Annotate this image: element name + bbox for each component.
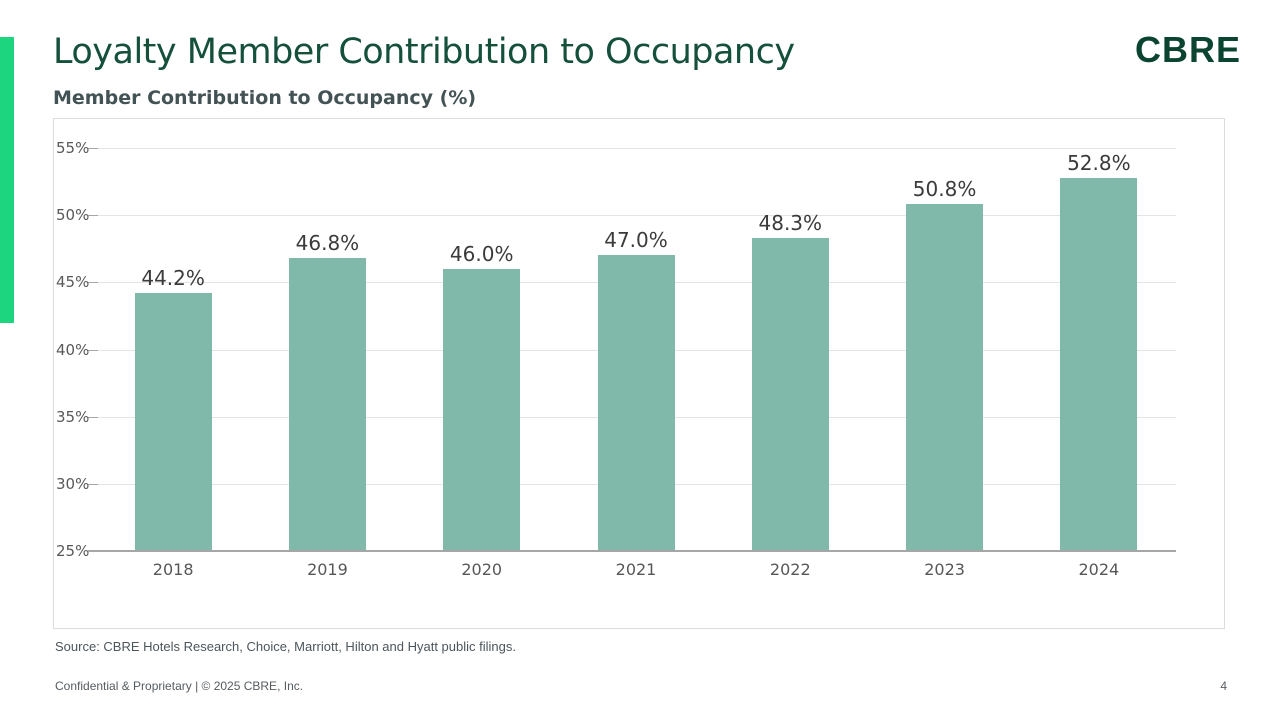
chart-panel: 25% 30% 35% 40% 45% 50% 55% 44.2% 2018 46.8% 2019 4… (53, 118, 1225, 629)
bar-value-label-2018: 44.2% (141, 266, 205, 291)
x-axis-label-2024: 2024 (1078, 560, 1120, 579)
bar-2022 (751, 238, 829, 550)
y-axis-tick-label: 25% (56, 542, 90, 560)
bar-value-label-2023: 50.8% (912, 177, 977, 202)
y-axis-tick (88, 483, 98, 485)
bar-value-label-2024: 52.8% (1067, 150, 1131, 175)
cbre-logo: CBRE (1134, 29, 1241, 70)
footer-confidentiality: Confidential & Proprietary | © 2025 CBRE… (55, 679, 304, 693)
bar-value-label-2022: 48.3% (758, 211, 823, 235)
x-axis-label-2019: 2019 (307, 560, 348, 579)
gridline-50% (96, 215, 1176, 217)
bar-value-label-2021: 47.0% (604, 228, 668, 253)
bar-2019 (288, 258, 366, 550)
y-axis-tick-label: 40% (56, 340, 90, 359)
accent-bar (0, 37, 14, 323)
y-axis-tick (88, 148, 98, 149)
x-axis-line (88, 550, 1176, 552)
y-axis-tick-label: 45% (56, 273, 90, 292)
page-number: 4 (1220, 679, 1227, 693)
y-axis-tick-label: 50% (56, 206, 90, 225)
x-axis-label-2020: 2020 (461, 560, 503, 579)
y-axis-tick-label: 30% (56, 474, 90, 493)
y-axis-tick (88, 349, 98, 351)
bar-2024 (1060, 177, 1138, 550)
chart-title: Member Contribution to Occupancy (%) (53, 87, 477, 109)
x-axis-label-2023: 2023 (924, 560, 965, 579)
y-axis-tick-label: 55% (56, 139, 90, 157)
y-axis-tick-label: 35% (56, 407, 90, 426)
page-title: Loyalty Member Contribution to Occupancy (53, 32, 795, 72)
bar-2020 (443, 268, 521, 550)
bar-2021 (597, 255, 675, 550)
y-axis-tick (88, 282, 98, 284)
y-axis-tick (88, 416, 98, 418)
bar-value-label-2020: 46.0% (449, 241, 514, 266)
bar-2023 (906, 204, 984, 550)
bar-2018 (134, 293, 212, 550)
source-note: Source: CBRE Hotels Research, Choice, Ma… (55, 639, 516, 654)
gridline-55% (96, 148, 1176, 149)
y-axis-tick (88, 215, 98, 217)
x-axis-label-2021: 2021 (615, 560, 657, 579)
bar-value-label-2019: 46.8% (295, 231, 360, 256)
x-axis-label-2018: 2018 (152, 560, 194, 579)
x-axis-label-2022: 2022 (769, 560, 811, 579)
